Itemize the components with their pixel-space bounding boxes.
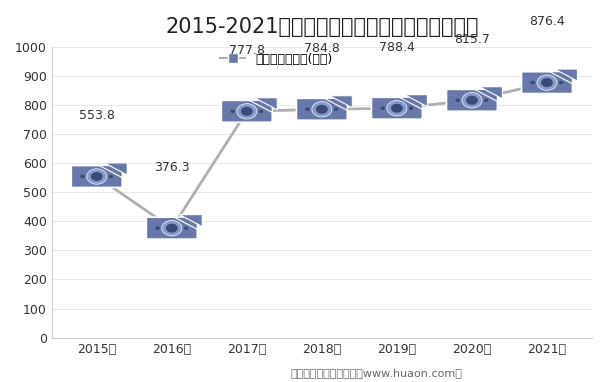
Polygon shape — [100, 165, 122, 178]
FancyBboxPatch shape — [371, 97, 422, 119]
Ellipse shape — [91, 172, 103, 181]
Polygon shape — [549, 72, 572, 84]
Ellipse shape — [466, 96, 478, 105]
Text: 876.4: 876.4 — [529, 15, 565, 28]
Ellipse shape — [184, 227, 188, 230]
Ellipse shape — [537, 75, 557, 90]
Polygon shape — [249, 100, 272, 112]
Ellipse shape — [541, 78, 553, 87]
Text: 553.8: 553.8 — [79, 109, 115, 122]
Ellipse shape — [237, 104, 257, 119]
Ellipse shape — [455, 99, 460, 102]
Ellipse shape — [109, 175, 114, 178]
Title: 2015-2021年甘肃省电子商务企业采购额统计图: 2015-2021年甘肃省电子商务企业采购额统计图 — [165, 17, 478, 37]
Ellipse shape — [387, 100, 407, 116]
Ellipse shape — [334, 107, 338, 111]
Polygon shape — [480, 87, 503, 99]
Ellipse shape — [230, 110, 235, 113]
Polygon shape — [399, 97, 422, 109]
Text: 制图：华经产业研究院（www.huaon.com）: 制图：华经产业研究院（www.huaon.com） — [290, 368, 463, 378]
Ellipse shape — [80, 175, 85, 178]
Ellipse shape — [259, 110, 263, 113]
Text: 784.8: 784.8 — [304, 42, 340, 55]
Ellipse shape — [87, 169, 107, 184]
Legend: 电子商务采购额(亿元): 电子商务采购额(亿元) — [220, 53, 332, 66]
Ellipse shape — [484, 99, 489, 102]
Ellipse shape — [559, 81, 563, 84]
Text: 777.8: 777.8 — [229, 44, 265, 57]
Polygon shape — [104, 163, 127, 175]
FancyBboxPatch shape — [521, 72, 572, 94]
Ellipse shape — [462, 92, 482, 108]
Ellipse shape — [312, 102, 332, 117]
Ellipse shape — [161, 220, 182, 236]
Ellipse shape — [531, 81, 535, 84]
Ellipse shape — [305, 107, 310, 111]
Polygon shape — [180, 215, 202, 227]
Polygon shape — [404, 95, 427, 107]
Ellipse shape — [155, 227, 160, 230]
Ellipse shape — [409, 107, 413, 110]
Ellipse shape — [166, 223, 178, 233]
Polygon shape — [324, 98, 347, 110]
FancyBboxPatch shape — [146, 217, 197, 239]
Polygon shape — [330, 96, 352, 108]
Text: 815.7: 815.7 — [454, 33, 490, 46]
Text: 376.3: 376.3 — [154, 161, 189, 174]
FancyBboxPatch shape — [296, 98, 347, 120]
Text: 788.4: 788.4 — [379, 41, 415, 54]
Polygon shape — [254, 98, 277, 110]
FancyBboxPatch shape — [222, 100, 273, 122]
Ellipse shape — [241, 107, 253, 116]
Polygon shape — [174, 217, 197, 229]
Polygon shape — [475, 89, 497, 101]
Ellipse shape — [316, 105, 328, 114]
FancyBboxPatch shape — [71, 165, 122, 188]
Ellipse shape — [381, 107, 385, 110]
Ellipse shape — [391, 104, 403, 113]
Polygon shape — [555, 69, 577, 81]
FancyBboxPatch shape — [447, 89, 497, 111]
